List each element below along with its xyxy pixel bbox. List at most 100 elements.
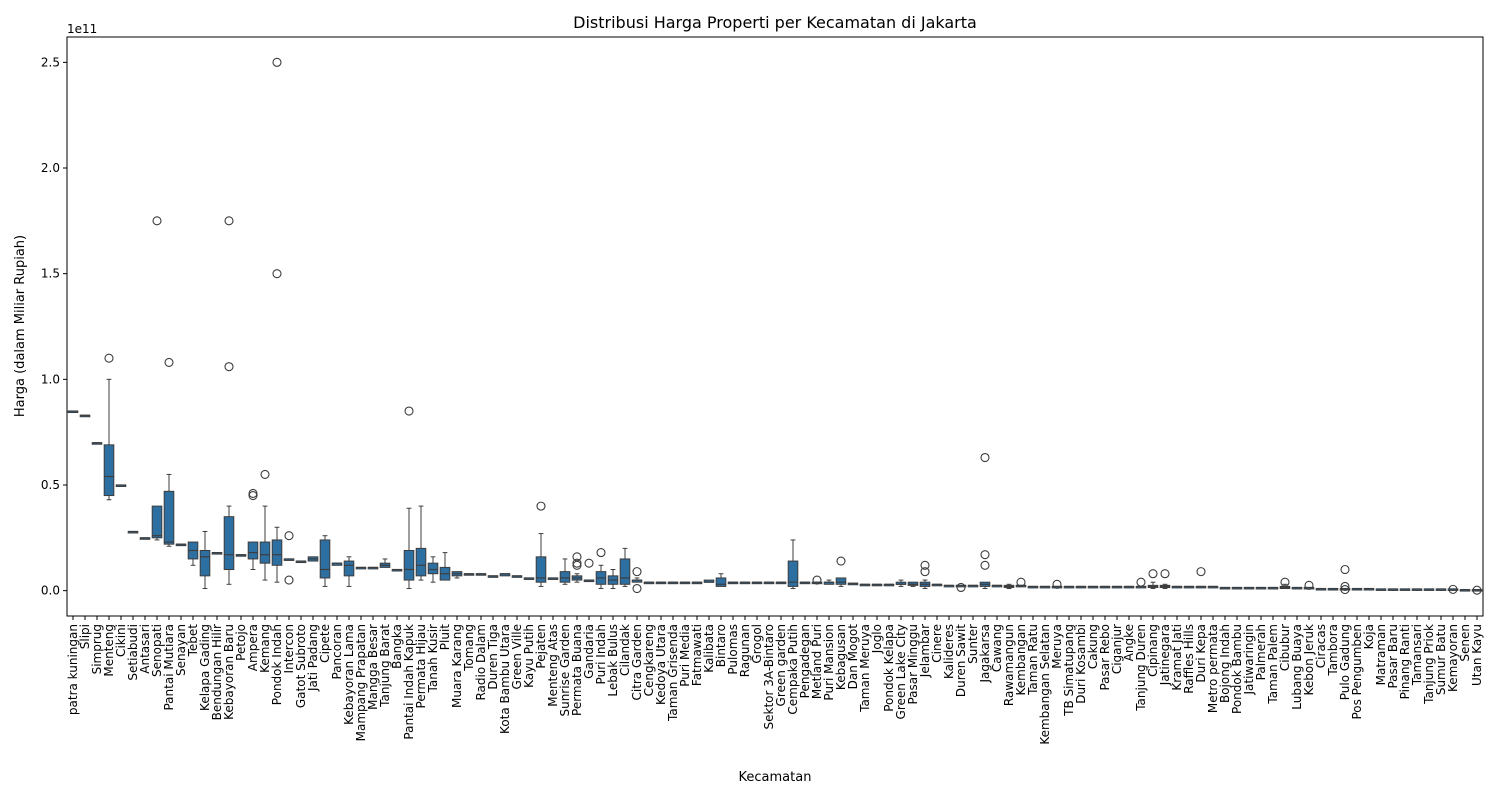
x-tick-label: Cinere xyxy=(930,624,944,663)
box-21 xyxy=(319,535,331,587)
x-tick-label: Pondok Bambu xyxy=(1230,624,1244,714)
box-98 xyxy=(1243,586,1255,590)
x-tick-label: Rawamangun xyxy=(1002,624,1016,706)
box-32 xyxy=(451,571,463,579)
box-91 xyxy=(1159,569,1171,590)
x-tick-label: Kembangan Selatan xyxy=(1038,624,1052,745)
outlier-point xyxy=(812,575,822,585)
box-1 xyxy=(79,414,91,418)
x-tick-label: Duren Sawit xyxy=(954,624,968,697)
box-96 xyxy=(1219,586,1231,590)
box-27 xyxy=(391,568,403,572)
y-tick-label: 2.5 xyxy=(41,55,60,69)
box-8 xyxy=(163,357,175,547)
x-tick-label: Matraman xyxy=(1374,624,1388,685)
box-28 xyxy=(403,406,415,590)
box-78 xyxy=(1003,583,1015,590)
x-tick-label: Cikini xyxy=(114,624,128,657)
x-tick-label: Pasar Baru xyxy=(1386,624,1400,689)
x-tick-label: Kebayoran Lama xyxy=(342,624,356,725)
x-tick-label: Sumur Batu xyxy=(1434,624,1448,695)
box-97 xyxy=(1231,586,1243,590)
outlier-point xyxy=(536,501,546,511)
x-tick-label: Bangka xyxy=(390,624,404,669)
outlier-point xyxy=(1340,564,1350,575)
outlier-point xyxy=(980,560,990,570)
x-tick-label: Cipinang xyxy=(1146,624,1160,677)
x-tick-label: Metland Puri xyxy=(810,624,824,699)
outlier-point xyxy=(1280,577,1290,587)
x-axis-label: Kecamatan xyxy=(739,770,812,785)
box-39 xyxy=(535,501,547,587)
x-tick-label: Jatiwaringin xyxy=(1242,624,1256,696)
box-44 xyxy=(595,548,607,590)
x-tick-label: Pasar Minggu xyxy=(906,624,920,705)
box-50 xyxy=(667,581,679,585)
box-111 xyxy=(1399,588,1411,591)
x-tick-label: Jatinegara xyxy=(1158,624,1172,686)
box-84 xyxy=(1075,585,1087,589)
box-body xyxy=(163,490,175,545)
x-tick-label: Palmerah xyxy=(1254,624,1268,680)
outlier-point xyxy=(920,560,930,570)
x-tick-label: Kebon Jeruk xyxy=(1302,624,1316,695)
box-33 xyxy=(463,573,475,576)
x-tick-label: Kemang xyxy=(258,624,272,673)
x-tick-label: Jagakarsa xyxy=(978,624,992,684)
outlier-point xyxy=(224,216,234,226)
y-tick-label: 1.5 xyxy=(41,267,60,281)
box-114 xyxy=(1435,588,1447,591)
box-body xyxy=(835,577,847,585)
outlier-point xyxy=(1148,569,1158,579)
box-85 xyxy=(1087,585,1099,589)
box-113 xyxy=(1423,588,1435,591)
box-115 xyxy=(1447,584,1459,594)
outlier-point xyxy=(1304,580,1314,590)
x-tick-label: Kedoya Utara xyxy=(654,624,668,705)
x-tick-label: Pantai Indah Kapuk xyxy=(402,624,416,740)
box-101 xyxy=(1279,577,1291,590)
box-4 xyxy=(115,484,127,487)
x-tick-label: Tanjung Priok xyxy=(1422,624,1436,705)
x-tick-label: Sektor 3A-Bintaro xyxy=(762,624,776,729)
box-35 xyxy=(487,575,499,578)
x-tick-label: Cempaka Putih xyxy=(786,624,800,715)
box-107 xyxy=(1351,587,1363,591)
box-9 xyxy=(175,543,187,547)
box-11 xyxy=(199,530,211,590)
box-108 xyxy=(1363,587,1375,591)
outlier-point xyxy=(1196,567,1206,577)
x-tick-label: Pejaten xyxy=(534,624,548,669)
box-49 xyxy=(655,581,667,585)
x-tick-label: Menteng xyxy=(102,624,116,677)
box-90 xyxy=(1147,569,1159,590)
box-69 xyxy=(895,579,907,587)
x-tick-label: Duri Kosambi xyxy=(1074,624,1088,704)
x-tick-label: Pulomas xyxy=(726,624,740,675)
box-116 xyxy=(1459,588,1471,592)
x-tick-label: Ciganjur xyxy=(1110,624,1124,674)
x-tick-label: Puri Media xyxy=(678,624,692,687)
box-24 xyxy=(355,566,367,570)
box-body xyxy=(223,516,235,571)
box-26 xyxy=(379,558,391,568)
x-tick-label: Senopati xyxy=(150,624,164,677)
x-tick-label: Tanjung Barat xyxy=(378,624,392,708)
x-tick-label: Utan Kayu xyxy=(1470,624,1484,686)
x-tick-label: Green garden xyxy=(774,624,788,706)
box-10 xyxy=(187,541,199,566)
x-tick-label: Citra Garden xyxy=(630,624,644,701)
outlier-point xyxy=(260,469,270,479)
box-body xyxy=(535,556,547,583)
box-117 xyxy=(1471,585,1483,595)
box-13 xyxy=(223,216,235,585)
outlier-point xyxy=(980,550,990,560)
x-tick-label: Sunter xyxy=(966,624,980,664)
outlier-point xyxy=(248,488,258,498)
box-105 xyxy=(1327,587,1339,591)
box-59 xyxy=(775,581,787,585)
box-87 xyxy=(1111,585,1123,589)
x-tick-label: Permata Hijau xyxy=(414,624,428,708)
outlier-point xyxy=(632,567,642,577)
